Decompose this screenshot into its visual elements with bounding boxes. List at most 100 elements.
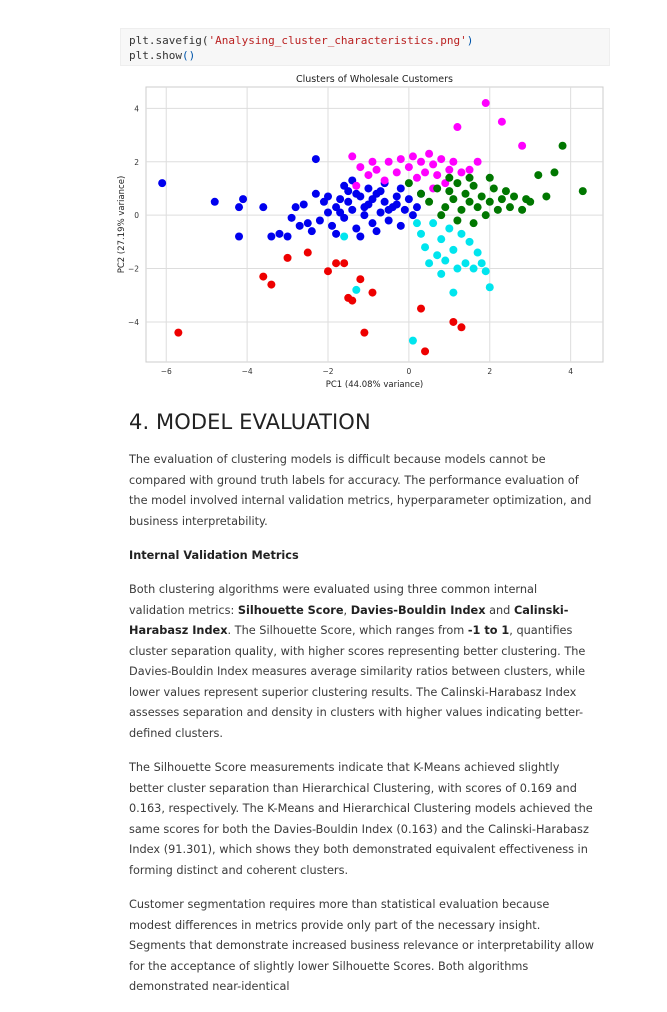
data-point <box>518 205 527 214</box>
data-point <box>497 195 506 204</box>
data-point <box>239 195 248 204</box>
data-point <box>283 253 292 262</box>
data-point <box>210 197 219 206</box>
data-point <box>235 232 244 241</box>
data-point <box>380 197 389 206</box>
data-point <box>235 203 244 212</box>
data-point <box>328 221 337 230</box>
data-point <box>429 160 438 169</box>
metrics-paragraph: Both clustering algorithms were evaluate… <box>129 583 586 740</box>
data-point <box>336 208 345 217</box>
data-point <box>267 280 276 289</box>
data-point <box>368 195 377 204</box>
data-point <box>372 165 381 174</box>
data-point <box>441 256 450 265</box>
data-point <box>473 203 482 212</box>
code-cell: plt.savefig('Analysing_cluster_character… <box>120 28 610 66</box>
data-point <box>481 267 490 276</box>
data-point <box>174 328 183 337</box>
data-point <box>259 272 268 281</box>
data-point <box>481 99 490 108</box>
data-point <box>477 259 486 268</box>
data-point <box>323 267 332 276</box>
data-point <box>376 187 385 196</box>
data-point <box>384 216 393 225</box>
data-point <box>469 264 478 273</box>
data-point <box>473 248 482 257</box>
data-point <box>348 205 357 214</box>
data-point <box>364 184 373 193</box>
chart-title: Clusters of Wholesale Customers <box>296 74 453 85</box>
data-point <box>461 189 470 198</box>
data-point <box>542 192 551 201</box>
y-tick-label: 0 <box>134 211 139 220</box>
code-line-show: plt.show() <box>129 48 601 63</box>
data-point <box>396 155 405 164</box>
data-point <box>303 248 312 257</box>
data-point <box>457 205 466 214</box>
code-string-filename: 'Analysing_cluster_characteristics.png' <box>208 34 467 47</box>
code-paren: ) <box>466 34 474 47</box>
data-point <box>445 187 454 196</box>
data-point <box>457 323 466 332</box>
data-point <box>158 179 167 188</box>
data-point <box>340 232 349 241</box>
data-point <box>275 229 284 238</box>
data-point <box>360 328 369 337</box>
data-point <box>356 275 365 284</box>
data-point <box>449 157 458 166</box>
data-point <box>348 152 357 161</box>
data-point <box>417 157 426 166</box>
bold-term: -1 to 1 <box>467 624 510 637</box>
data-point <box>550 168 559 177</box>
subheading: Internal Validation Metrics <box>129 549 299 562</box>
data-point <box>449 317 458 326</box>
data-point <box>493 205 502 214</box>
data-point <box>368 288 377 297</box>
data-point <box>267 232 276 241</box>
data-point <box>469 219 478 228</box>
data-point <box>368 219 377 228</box>
data-point <box>526 197 535 206</box>
data-point <box>315 216 324 225</box>
data-point <box>352 224 361 233</box>
data-point <box>465 165 474 174</box>
data-point <box>453 123 462 132</box>
bold-term: Davies-Bouldin Index <box>350 603 486 617</box>
data-point <box>421 243 430 252</box>
x-tick-label: −2 <box>322 367 333 376</box>
data-point <box>356 232 365 241</box>
data-point <box>404 163 413 172</box>
data-point <box>534 171 543 180</box>
data-point <box>396 184 405 193</box>
x-tick-label: 0 <box>406 367 411 376</box>
document-body: 4. MODEL EVALUATION The evaluation of cl… <box>129 410 595 1012</box>
data-point <box>295 221 304 230</box>
data-point <box>299 200 308 209</box>
data-point <box>510 192 519 201</box>
data-point <box>425 259 434 268</box>
code-fn-savefig: plt.savefig( <box>129 34 209 47</box>
data-point <box>477 192 486 201</box>
data-point <box>449 288 458 297</box>
data-point <box>473 157 482 166</box>
data-point <box>291 203 300 212</box>
data-point <box>449 245 458 254</box>
data-point <box>501 187 510 196</box>
data-point <box>449 195 458 204</box>
data-point <box>368 157 377 166</box>
data-point <box>465 237 474 246</box>
data-point <box>457 229 466 238</box>
scatter-chart: −6 −4 −2 0 2 4 −4 −2 0 2 4 Clusters of Wholesale Cu… <box>117 74 604 390</box>
data-point <box>421 347 430 356</box>
data-point <box>417 304 426 313</box>
data-point <box>344 197 353 206</box>
data-point <box>336 195 345 204</box>
y-tick-label: 4 <box>134 104 139 113</box>
results-paragraph: The Silhouette Score measurements indica… <box>129 761 593 877</box>
data-point <box>332 229 341 238</box>
data-point <box>421 168 430 177</box>
data-point <box>404 195 413 204</box>
data-point <box>578 187 587 196</box>
data-point <box>384 157 393 166</box>
